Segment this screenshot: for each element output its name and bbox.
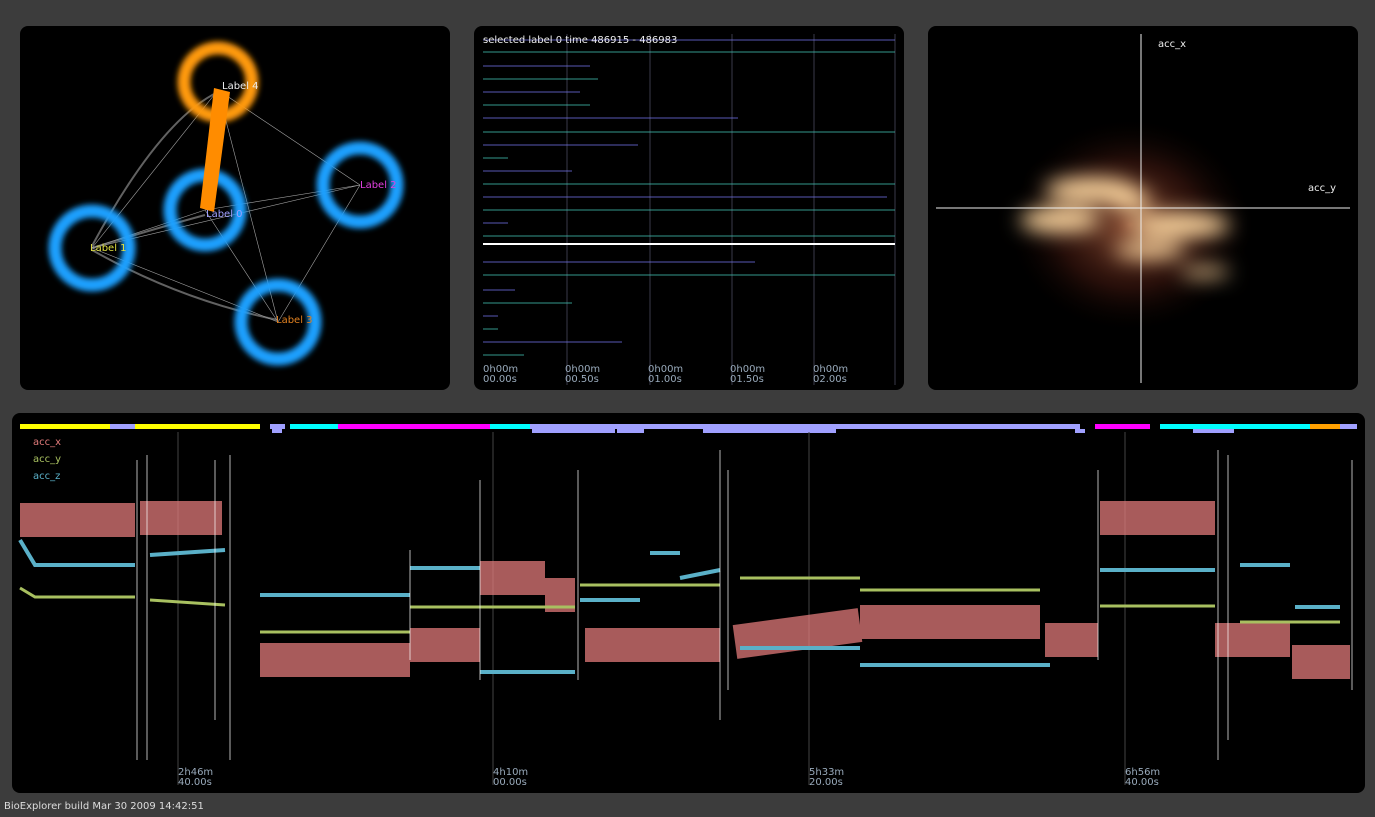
label-segment	[290, 424, 338, 429]
tick-label: 00.00s	[483, 374, 517, 385]
axis-label: acc_y	[1308, 183, 1336, 194]
node-label: Label 4	[222, 81, 259, 92]
grid-lines	[177, 432, 1126, 785]
signal-acc-x	[20, 501, 1350, 679]
label-segment	[338, 424, 490, 429]
label-segment	[135, 424, 260, 429]
workspace: Label 4 Label 2 Label 0 Label 1 Label 3 …	[12, 26, 1365, 793]
tick-label: 5h33m	[809, 767, 844, 778]
node-label: Label 3	[276, 315, 313, 326]
label-segment	[20, 424, 110, 429]
label-segment	[703, 429, 836, 433]
label-segment	[1160, 424, 1190, 429]
label-segment	[1095, 424, 1150, 429]
legend-entry: acc_x	[33, 437, 61, 448]
signal-acc-z	[18, 538, 1340, 674]
legend-entry: acc_y	[33, 454, 61, 465]
tick-label: 0h00m	[483, 364, 518, 375]
label-segment	[1075, 429, 1085, 433]
time-ticks: 2h46m40.00s4h10m00.00s5h33m20.00s6h56m40…	[178, 767, 1160, 788]
label-segment	[617, 429, 644, 433]
tick-label: 20.00s	[809, 777, 843, 788]
node-label: Label 2	[360, 180, 397, 191]
node-ring[interactable]	[316, 141, 404, 229]
axis-label: acc_x	[1158, 39, 1186, 50]
transition-bar	[200, 88, 230, 212]
label-segment	[490, 424, 530, 429]
label-segment	[1190, 424, 1310, 429]
label-segment	[532, 429, 615, 433]
label-segment	[1310, 424, 1340, 429]
legend-entry: acc_z	[33, 471, 60, 482]
signal-acc-y	[19, 576, 1340, 634]
tick-label: 40.00s	[178, 777, 212, 788]
signals	[18, 450, 1353, 760]
tick-label: 4h10m	[493, 767, 528, 778]
tick-label: 00.00s	[493, 777, 527, 788]
label-segment	[272, 429, 282, 433]
node-label: Label 1	[90, 243, 127, 254]
tick-label: 01.50s	[730, 374, 764, 385]
label-segment	[530, 424, 1080, 429]
tick-label: 0h00m	[648, 364, 683, 375]
timeline-lines: 0h00m00.00s0h00m00.50s0h00m01.00s0h00m01…	[483, 34, 896, 385]
node-label: Label 0	[206, 209, 243, 220]
label-bar	[20, 424, 1357, 433]
tick-label: 40.00s	[1125, 777, 1159, 788]
label-segment	[270, 424, 285, 429]
footer: BioExplorer build Mar 30 2009 14:42:51	[4, 801, 204, 812]
scatter-density	[1020, 178, 1230, 277]
tick-label: 01.00s	[648, 374, 682, 385]
label-segment	[110, 424, 135, 429]
tick-label: 0h00m	[730, 364, 765, 375]
tick-label: 02.00s	[813, 374, 847, 385]
node-ring[interactable]	[48, 204, 136, 292]
timeline-panel[interactable]	[474, 26, 904, 390]
tick-label: 00.50s	[565, 374, 599, 385]
tick-label: 2h46m	[178, 767, 213, 778]
tick-label: 6h56m	[1125, 767, 1160, 778]
signal-panel[interactable]	[12, 413, 1365, 793]
signal-spikes	[136, 450, 1353, 760]
tick-label: 0h00m	[565, 364, 600, 375]
timeline-title: selected label 0 time 486915 - 486983	[483, 35, 677, 46]
label-segment	[1193, 429, 1234, 433]
label-segment	[1340, 424, 1357, 429]
tick-label: 0h00m	[813, 364, 848, 375]
node-ring[interactable]	[234, 278, 322, 366]
graph-nodes	[48, 41, 404, 366]
